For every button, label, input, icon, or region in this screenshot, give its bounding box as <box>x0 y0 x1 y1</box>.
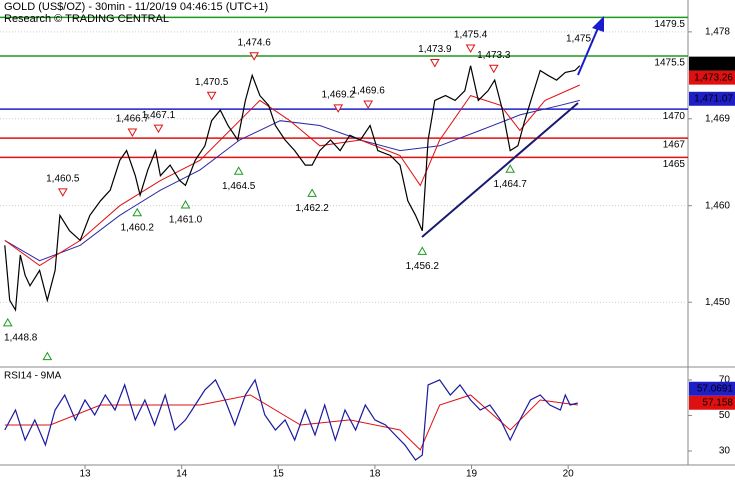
y-tick-label: 1,450 <box>705 297 730 308</box>
pivot-label: 1,461.0 <box>169 215 203 226</box>
pivot-label: 1,462.2 <box>295 203 329 214</box>
series-line <box>4 99 580 262</box>
price-tag <box>689 395 735 410</box>
pivot-high-marker <box>127 128 138 137</box>
chart-subtitle: Research © TRADING CENTRAL <box>4 13 169 25</box>
series-line <box>4 378 578 461</box>
pivot-label: 1,466.7 <box>116 114 150 125</box>
price-tag-label: 1,474.05 <box>694 58 733 69</box>
pivot-high-marker <box>206 91 217 101</box>
level-label: 1467 <box>663 140 686 151</box>
pivot-label: 1,475.4 <box>454 30 488 41</box>
pivot-label: 1,464.7 <box>494 179 528 190</box>
pivot-label: 1,473.9 <box>418 44 452 55</box>
pivot-high-marker <box>429 58 440 68</box>
pivot-label: 1,464.5 <box>222 181 256 192</box>
price-tag-label: 1,473.26 <box>694 72 733 83</box>
y-tick-label: 30 <box>719 446 731 457</box>
price-tag-label: 57.158 <box>702 397 733 408</box>
y-tick-label: 1,478 <box>705 27 730 38</box>
pivot-low-marker <box>417 246 428 255</box>
pivot-label: 1,456.2 <box>406 261 440 272</box>
price-tag <box>689 70 735 85</box>
plot-layer: 1,4781,4691,4601,4501479.51475.514701467… <box>0 16 735 480</box>
y-tick-label: 70 <box>719 375 731 386</box>
pivot-high-marker <box>153 124 164 134</box>
y-tick-label: 1,469 <box>705 113 730 124</box>
price-tag-label: 1,471.07 <box>694 93 733 104</box>
pivot-label: 1,473.3 <box>477 50 511 61</box>
pivot-label: 1,470.5 <box>195 77 229 88</box>
pivot-high-marker <box>488 64 499 74</box>
level-label: 1479.5 <box>654 19 685 30</box>
price-tag <box>689 381 735 396</box>
pivot-label: 1,469.2 <box>322 89 356 100</box>
pivot-low-marker <box>505 164 516 173</box>
pivot-label: 1,467.1 <box>142 110 176 121</box>
pivot-low-marker <box>307 188 317 197</box>
pivot-high-marker <box>249 52 259 61</box>
pivot-low-marker <box>2 317 13 327</box>
x-tick-label: 13 <box>79 469 91 480</box>
pivot-label: 1,474.6 <box>237 37 271 48</box>
target-label: 1,475. <box>566 34 594 45</box>
pivot-high-marker <box>465 44 476 53</box>
level-label: 1465 <box>663 159 686 170</box>
y-tick-label: 50 <box>719 410 731 421</box>
pivot-label: 1,448.8 <box>4 332 38 343</box>
x-tick-label: 19 <box>466 469 478 480</box>
pivot-low-marker <box>233 166 244 175</box>
chart-title: GOLD (US$/OZ) - 30min - 11/20/19 04:46:1… <box>4 1 268 13</box>
x-tick-label: 20 <box>563 469 575 480</box>
pivot-high-marker <box>57 188 68 197</box>
pivot-label: 1,460.5 <box>46 173 80 184</box>
rsi-title: RSI14 - 9MA <box>4 371 62 382</box>
series-line <box>4 84 581 267</box>
x-tick-label: 18 <box>369 469 381 480</box>
x-tick-label: 14 <box>176 469 188 480</box>
pivot-low-marker <box>42 351 53 361</box>
arrow-head <box>592 16 604 32</box>
pivot-label: 1,460.2 <box>121 222 155 233</box>
x-tick-label: 15 <box>273 469 285 480</box>
price-tag-label: 57.0691 <box>697 383 734 394</box>
pivot-low-marker <box>180 200 191 209</box>
series-line <box>4 65 581 312</box>
pivot-label: 1,469.6 <box>351 86 385 97</box>
pivot-high-marker <box>363 100 374 109</box>
forecast-arrow <box>577 27 599 76</box>
level-label: 1475.5 <box>654 58 685 69</box>
trend-line <box>421 102 579 238</box>
y-tick-label: 1,460 <box>705 200 730 211</box>
price-tag <box>689 56 735 71</box>
level-label: 1470 <box>663 111 686 122</box>
pivot-high-marker <box>333 104 344 113</box>
price-tag <box>689 91 735 106</box>
pivot-low-marker <box>132 207 143 217</box>
